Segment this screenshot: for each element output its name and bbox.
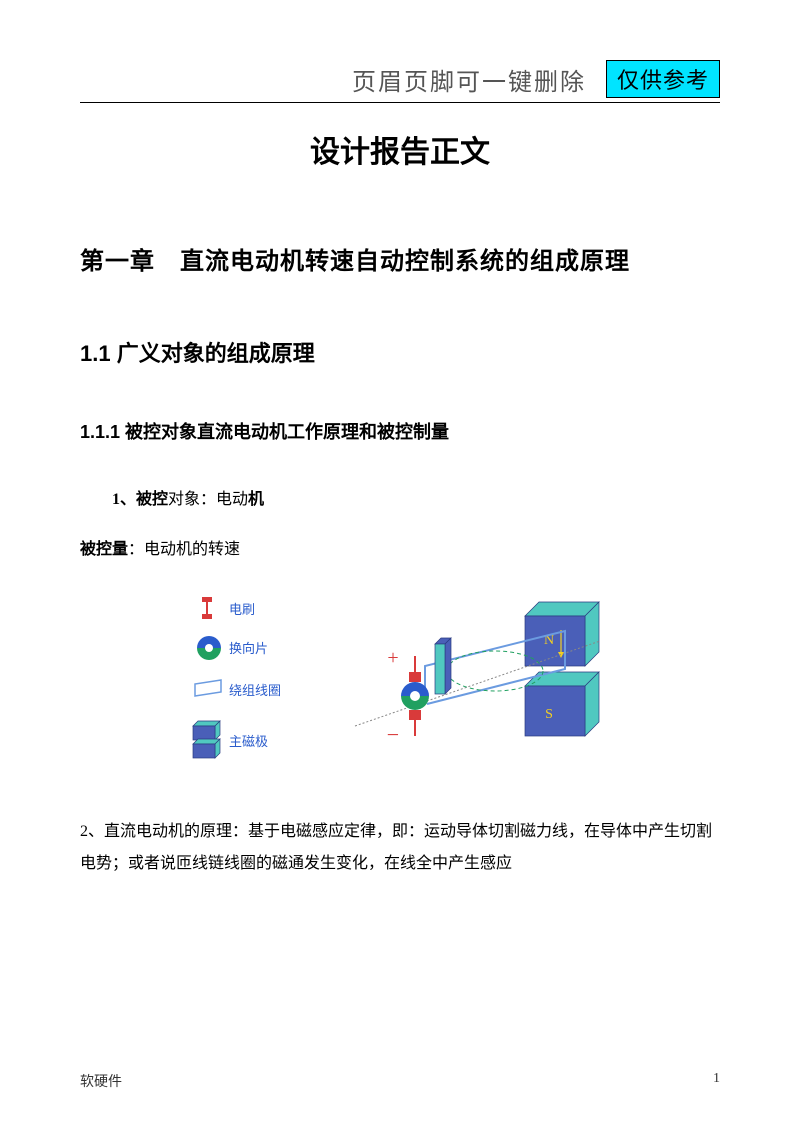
svg-text:换向片: 换向片 <box>229 641 268 656</box>
footer-left: 软硬件 <box>80 1071 122 1091</box>
chapter-heading: 第一章 直流电动机转速自动控制系统的组成原理 <box>80 241 720 276</box>
svg-text:电刷: 电刷 <box>229 602 255 617</box>
section-heading: 1.1 广义对象的组成原理 <box>80 336 720 368</box>
page-header: 页眉页脚可一键删除 仅供参考 <box>80 60 720 98</box>
controlled-object-line: 1、被控对象：电动机 <box>80 484 720 516</box>
svg-text:主磁极: 主磁极 <box>229 734 268 749</box>
principle-paragraph: 2、直流电动机的原理：基于电磁感应定律，即：运动导体切割磁力线，在导体中产生切割… <box>80 816 720 880</box>
subsection-heading: 1.1.1 被控对象直流电动机工作原理和被控制量 <box>80 418 720 444</box>
controlled-variable-line: 被控量：电动机的转速 <box>80 534 720 566</box>
header-note: 页眉页脚可一键删除 <box>352 62 586 97</box>
document-title: 设计报告正文 <box>80 127 720 171</box>
reference-badge: 仅供参考 <box>606 60 720 98</box>
svg-text:S: S <box>545 707 553 722</box>
footer-page-number: 1 <box>713 1071 720 1091</box>
motor-diagram-svg: 电刷换向片绕组线圈主磁极NS+− <box>185 586 615 786</box>
page-footer: 软硬件 1 <box>80 1071 720 1091</box>
svg-text:绕组线圈: 绕组线圈 <box>229 683 281 698</box>
motor-diagram: 电刷换向片绕组线圈主磁极NS+− <box>80 586 720 786</box>
svg-text:−: − <box>387 722 399 747</box>
header-divider <box>80 102 720 103</box>
svg-text:+: + <box>387 647 398 669</box>
